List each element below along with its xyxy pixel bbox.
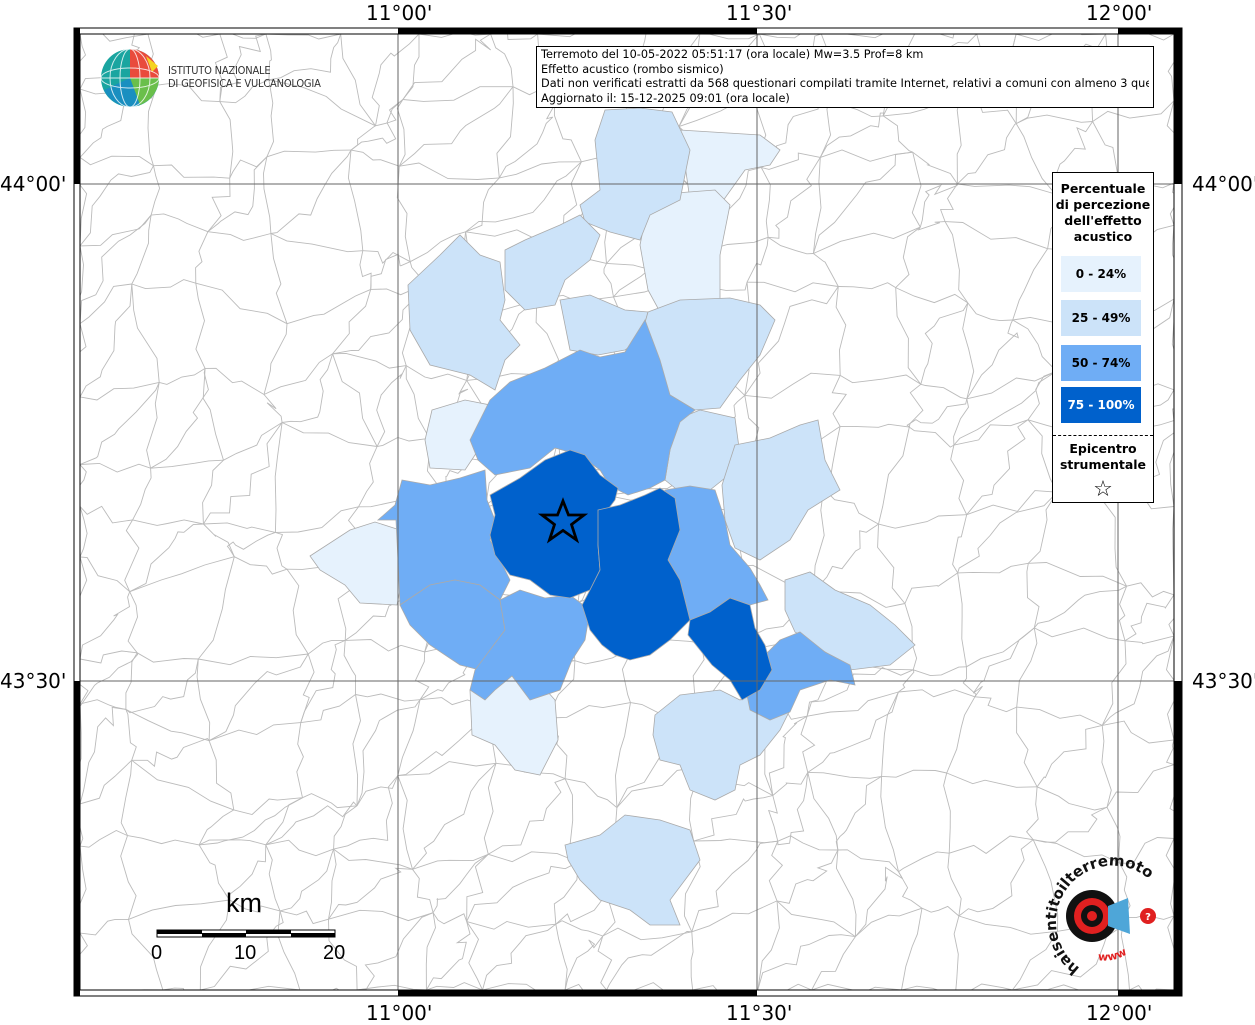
lat-label-right-4400: 44°00' [1192, 172, 1255, 196]
lon-label-top-1100: 11°00' [366, 1, 433, 25]
ingv-line1: ISTITUTO NAZIONALE [168, 64, 271, 77]
municipality-75-100 [581, 487, 691, 661]
lon-label-bottom-1200: 12°00' [1086, 1001, 1153, 1025]
map-frame [73, 27, 1183, 997]
legend-epicenter-label: Epicentro strumentale [1059, 441, 1147, 472]
scale-unit: km [226, 888, 262, 918]
lon-label-bottom-1100: 11°00' [366, 1001, 433, 1025]
lat-label-right-4330: 43°30' [1192, 669, 1255, 693]
lon-label-top-1130: 11°30' [726, 1, 793, 25]
ingv-logo [100, 48, 160, 108]
scale-bar [156, 929, 336, 938]
event-info-line3: Dati non verificati estratti da 568 ques… [541, 77, 1149, 91]
legend-swatch-label: 25 - 49% [1071, 311, 1131, 325]
scale-tick-20: 20 [323, 942, 346, 964]
municipality-25-49 [564, 814, 701, 926]
municipality-50-74 [744, 631, 856, 721]
event-info-line2: Effetto acustico (rombo sismico) [541, 62, 724, 76]
legend-swatch-0-24: 0 - 24% [1061, 256, 1141, 292]
municipality-50-74 [469, 319, 696, 496]
lon-label-top-1200: 12°00' [1086, 1, 1153, 25]
legend-divider [1053, 435, 1153, 436]
legend-title: Percentuale di percezione dell'effetto a… [1055, 181, 1151, 244]
lon-label-bottom-1130: 11°30' [726, 1001, 793, 1025]
municipality-25-49 [579, 107, 691, 241]
lat-label-left-4400: 44°00' [0, 172, 67, 196]
legend-swatch-label: 0 - 24% [1075, 267, 1127, 281]
ingv-line2: DI GEOFISICA E VULCANOLOGIA [168, 77, 321, 90]
municipality-25-49 [407, 234, 521, 391]
scale-tick-10: 10 [234, 942, 257, 964]
legend-swatch-25-49: 25 - 49% [1061, 300, 1141, 336]
legend-swatch-50-74: 50 - 74% [1061, 345, 1141, 381]
legend: Percentuale di percezione dell'effetto a… [1052, 172, 1154, 503]
event-info-line4: Aggiornato il: 15-12-2025 09:01 (ora loc… [541, 91, 790, 105]
event-info-line1: Terremoto del 10-05-2022 05:51:17 (ora l… [541, 48, 924, 61]
epicenter-star-icon[interactable] [537, 497, 589, 544]
legend-swatch-75-100: 75 - 100% [1061, 387, 1141, 423]
municipality-0-24 [424, 399, 491, 471]
legend-swatch-label: 50 - 74% [1071, 356, 1131, 370]
hsit-logo: ? [1066, 890, 1156, 942]
event-info-box: Terremoto del 10-05-2022 05:51:17 (ora l… [536, 46, 1154, 108]
municipality-25-49 [652, 689, 791, 801]
lat-label-left-4330: 43°30' [0, 669, 67, 693]
municipality-25-49 [504, 214, 601, 311]
legend-star-icon: ☆ [1093, 477, 1113, 502]
svg-text:?: ? [1145, 912, 1151, 923]
scale-tick-0: 0 [151, 942, 163, 964]
municipality-75-100 [687, 597, 773, 701]
ingv-name: ISTITUTO NAZIONALE DI GEOFISICA E VULCAN… [168, 64, 321, 90]
legend-swatch-label: 75 - 100% [1067, 398, 1135, 412]
